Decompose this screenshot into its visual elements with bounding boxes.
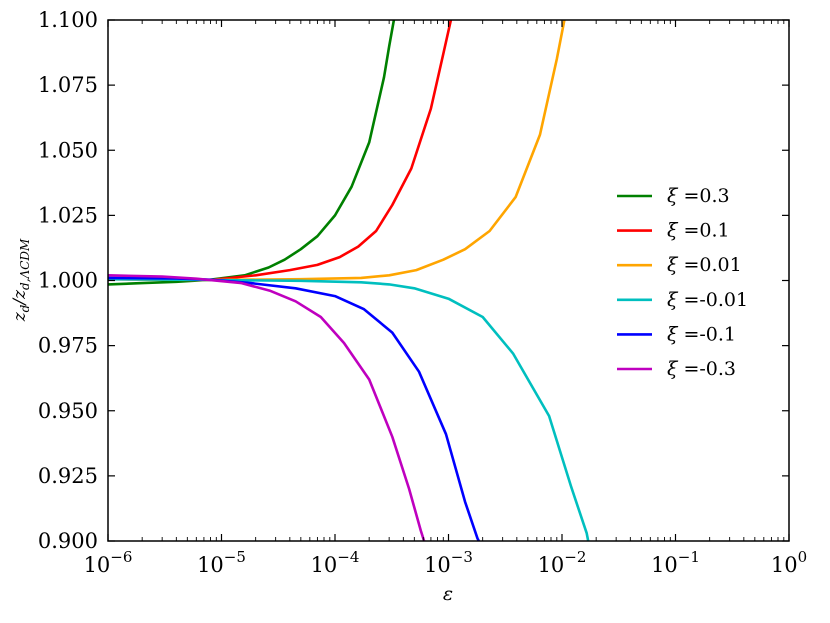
x-tick-label: 10−1 [651,548,700,577]
x-tick-label: 10−2 [538,548,587,577]
legend-label-0: ξ =0.3 [667,185,730,207]
y-tick-label: 1.025 [38,203,98,227]
legend-label-5: ξ =-0.3 [667,358,736,380]
legend-label-3: ξ =-0.01 [667,289,748,311]
y-axis-label: zd/zd,ΛCDM [10,238,32,322]
tick-layer: 10−6 10−5 10−4 10−3 10−2 10−1 100 0.900 0.925 0.9… [38,8,807,577]
svg-text:zd/zd,ΛCDM: zd/zd,ΛCDM [10,238,32,322]
legend-label-4: ξ =-0.1 [667,323,736,345]
y-tick-label: 0.900 [38,529,98,553]
x-tick-label: 100 [771,548,807,577]
series-line-0 [108,20,396,286]
series-line-4 [108,276,480,541]
x-tick-label: 10−6 [84,548,133,577]
series-layer [108,20,590,541]
series-line-1 [108,20,453,282]
legend-label-1: ξ =0.1 [667,220,730,242]
series-line-2 [108,20,566,282]
y-tick-label: 1.075 [38,73,98,97]
y-tick-label: 1.100 [38,8,98,32]
legend: ξ =0.3 ξ =0.1 ξ =0.01 ξ =-0.01 ξ =-0.1 ξ =-0.3 [617,185,748,380]
x-axis-label: ε [443,583,453,605]
y-tick-label: 0.925 [38,464,98,488]
y-tick-label: 0.975 [38,334,98,358]
x-tick-label: 10−4 [311,548,360,577]
y-tick-label: 1.000 [38,269,98,293]
x-tick-label: 10−3 [424,548,473,577]
legend-label-2: ξ =0.01 [667,254,742,276]
series-line-3 [108,277,590,541]
y-tick-label: 0.950 [38,399,98,423]
x-tick-label: 10−5 [197,548,246,577]
series-line-5 [108,274,426,541]
y-tick-label: 1.050 [38,138,98,162]
